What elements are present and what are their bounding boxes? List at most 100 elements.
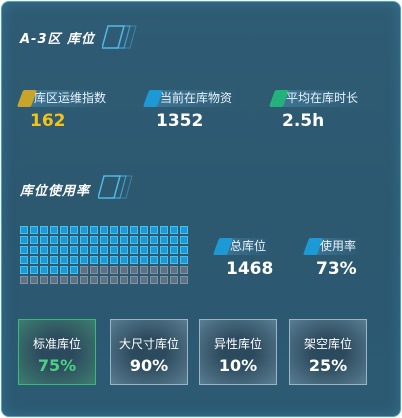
stat-label: 当前在库物资 (160, 91, 233, 105)
slot-used (130, 236, 138, 244)
card-value: 90% (129, 356, 169, 375)
slot-free (90, 266, 98, 274)
card-label: 标准库位 (32, 337, 81, 351)
slot-used (80, 256, 88, 264)
slot-used (150, 246, 158, 254)
slot-used (100, 236, 108, 244)
title-decoration-icon (98, 175, 133, 199)
slot-used (140, 226, 148, 234)
slot-free (180, 276, 188, 284)
stat-label: 总库位 (230, 239, 267, 253)
slot-used (50, 256, 58, 264)
slot-used (70, 266, 78, 274)
slot-used (130, 246, 138, 254)
card-label: 架空库位 (303, 337, 352, 351)
slot-used (170, 256, 178, 264)
card-irregular-slot[interactable]: 异性库位 10% (199, 319, 277, 385)
slot-used (100, 226, 108, 234)
usage-title: 库位使用率 (20, 184, 91, 199)
stat-value: 1468 (226, 259, 274, 279)
card-value: 25% (308, 356, 348, 375)
stat-label: 使用率 (320, 239, 357, 253)
slot-used (70, 256, 78, 264)
slot-used (70, 236, 78, 244)
slot-used (100, 256, 108, 264)
card-value: 75% (37, 356, 77, 375)
slot-used (50, 236, 58, 244)
slot-used (180, 236, 188, 244)
slot-used (180, 256, 188, 264)
stat-avg-duration: 平均在库时长 2.5h (268, 87, 365, 131)
slot-used (170, 226, 178, 234)
slot-free (30, 276, 38, 284)
slot-free (150, 266, 158, 274)
stat-total-slots: 总库位 1468 (212, 235, 274, 279)
card-large-slot[interactable]: 大尺寸库位 90% (110, 319, 188, 385)
stat-usage-rate: 使用率 73% (302, 235, 363, 279)
slot-used (60, 266, 68, 274)
slot-used (60, 236, 68, 244)
slot-used (150, 236, 158, 244)
slot-free (170, 266, 178, 274)
slot-free (110, 276, 118, 284)
slot-used (30, 266, 38, 274)
slot-used (60, 246, 68, 254)
slot-free (110, 266, 118, 274)
slot-used (120, 256, 128, 264)
card-standard-slot[interactable]: 标准库位 75% (18, 319, 96, 385)
slot-used (70, 226, 78, 234)
slot-free (150, 276, 158, 284)
slot-used (140, 246, 148, 254)
slot-used (110, 236, 118, 244)
slot-used (60, 256, 68, 264)
slot-grid (20, 226, 188, 284)
zone-title: A-3区 库位 (20, 32, 96, 47)
slot-used (90, 256, 98, 264)
slot-free (160, 266, 168, 274)
slot-used (90, 226, 98, 234)
slot-used (170, 246, 178, 254)
stat-current-stock: 当前在库物资 1352 (142, 87, 239, 131)
card-label: 异性库位 (213, 337, 262, 351)
slot-free (180, 266, 188, 274)
slot-free (40, 276, 48, 284)
slot-used (40, 226, 48, 234)
stat-value: 2.5h (282, 111, 325, 131)
stat-value: 1352 (156, 111, 204, 131)
slot-used (80, 246, 88, 254)
slot-used (110, 246, 118, 254)
slot-used (40, 236, 48, 244)
stat-value: 73% (316, 259, 357, 279)
slot-free (100, 276, 108, 284)
slot-used (160, 236, 168, 244)
slot-free (20, 276, 28, 284)
slot-used (110, 256, 118, 264)
title-decoration-icon (102, 25, 137, 49)
card-overhead-slot[interactable]: 架空库位 25% (289, 319, 367, 385)
slot-used (50, 266, 58, 274)
slot-used (140, 236, 148, 244)
slot-used (130, 226, 138, 234)
slot-free (160, 276, 168, 284)
slot-used (170, 236, 178, 244)
slot-free (120, 276, 128, 284)
slot-used (20, 236, 28, 244)
slot-used (140, 256, 148, 264)
slot-used (160, 226, 168, 234)
slot-used (40, 246, 48, 254)
slot-used (20, 246, 28, 254)
slot-free (130, 276, 138, 284)
slot-used (80, 236, 88, 244)
slot-free (80, 266, 88, 274)
slot-used (50, 246, 58, 254)
slot-used (150, 256, 158, 264)
slot-used (70, 246, 78, 254)
slot-free (170, 276, 178, 284)
slot-free (130, 266, 138, 274)
stat-value: 162 (30, 111, 66, 131)
slot-used (30, 256, 38, 264)
slot-used (100, 246, 108, 254)
slot-used (180, 226, 188, 234)
slot-free (140, 276, 148, 284)
slot-used (30, 236, 38, 244)
